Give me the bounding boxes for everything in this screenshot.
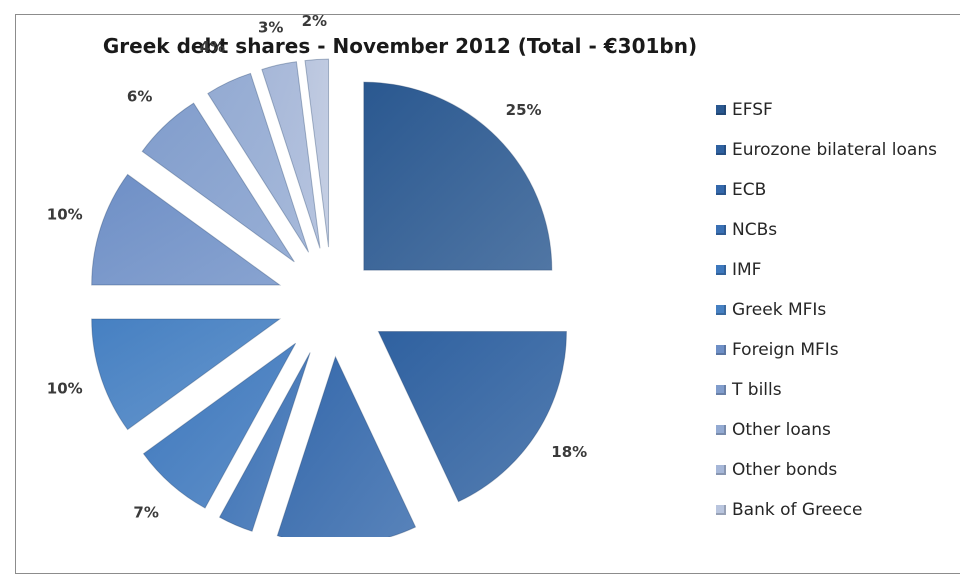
legend-item-ncbs: NCBs (716, 210, 937, 250)
legend-swatch (716, 465, 726, 475)
data-label-bank-of-greece: 2% (302, 12, 327, 30)
data-label-t-bills: 6% (127, 88, 152, 106)
pie-slice-efsf (363, 81, 553, 271)
pie-slice-eurozone-bilateral-loans (377, 330, 567, 503)
legend-item-foreign-mfis: Foreign MFIs (716, 330, 937, 370)
pie-slice-t-bills (141, 102, 295, 263)
legend-item-other-bonds: Other bonds (716, 450, 937, 490)
legend-item-ecb: ECB (716, 170, 937, 210)
legend-item-imf: IMF (716, 250, 937, 290)
pie-slice-other-bonds (261, 61, 321, 249)
legend-label: Eurozone bilateral loans (732, 140, 937, 160)
data-label-other-loans: 4% (200, 38, 225, 56)
pie-slice-other-loans (207, 72, 310, 253)
legend-label: Bank of Greece (732, 500, 863, 520)
legend-label: Other bonds (732, 460, 838, 480)
legend-label: NCBs (732, 220, 778, 240)
legend-label: Foreign MFIs (732, 340, 839, 360)
legend-item-bank-of-greece: Bank of Greece (716, 490, 937, 530)
legend-label: T bills (732, 380, 782, 400)
legend-label: IMF (732, 260, 762, 280)
legend-item-efsf: EFSF (716, 90, 937, 130)
pie-slice-foreign-mfis (91, 173, 282, 286)
legend-swatch (716, 505, 726, 515)
pie-slice-ecb (276, 355, 417, 537)
legend-swatch (716, 265, 726, 275)
legend-swatch (716, 345, 726, 355)
pie-slice-ncbs (218, 352, 311, 532)
legend-swatch (716, 225, 726, 235)
data-label-eurozone-bilateral-loans: 18% (551, 443, 587, 461)
legend-label: Other loans (732, 420, 831, 440)
legend-swatch (716, 425, 726, 435)
pie-slice-greek-mfis (91, 318, 282, 431)
chart-legend: EFSF Eurozone bilateral loans ECB NCBs IMF Gr… (716, 90, 937, 530)
legend-swatch (716, 305, 726, 315)
legend-swatch (716, 105, 726, 115)
data-label-imf: 7% (133, 503, 158, 521)
data-label-greek-mfis: 10% (47, 379, 83, 397)
chart-title: Greek debt shares - November 2012 (Total… (102, 34, 698, 58)
data-label-efsf: 25% (506, 101, 542, 119)
pie-slice-bank-of-greece (304, 58, 330, 248)
legend-swatch (716, 145, 726, 155)
pie-slice-imf (142, 342, 297, 509)
legend-item-eurozone-bilateral-loans: Eurozone bilateral loans (716, 130, 937, 170)
legend-item-t-bills: T bills (716, 370, 937, 410)
data-label-foreign-mfis: 10% (47, 206, 83, 224)
legend-item-greek-mfis: Greek MFIs (716, 290, 937, 330)
data-label-other-bonds: 3% (258, 18, 283, 36)
legend-label: EFSF (732, 100, 773, 120)
legend-swatch (716, 385, 726, 395)
pie-chart: 25%18%12%3%7%10%10%6%4%3%2% (47, 12, 587, 537)
legend-item-other-loans: Other loans (716, 410, 937, 450)
legend-swatch (716, 185, 726, 195)
legend-label: Greek MFIs (732, 300, 827, 320)
legend-label: ECB (732, 180, 767, 200)
